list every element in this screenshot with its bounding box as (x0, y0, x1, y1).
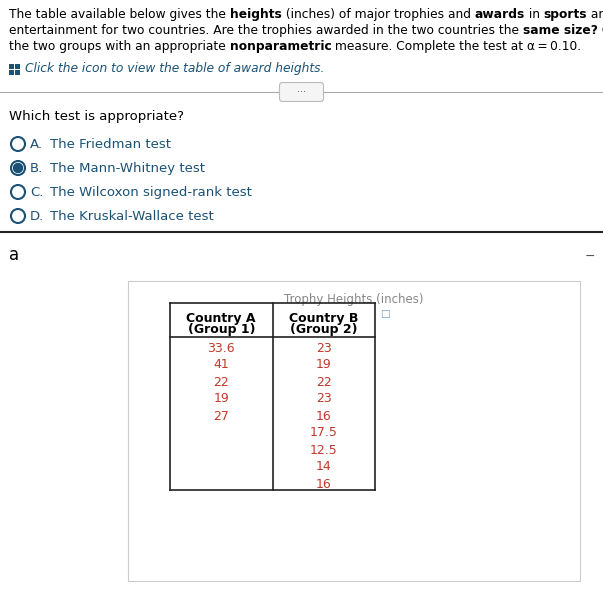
Text: 27: 27 (213, 409, 229, 422)
Text: nonparametric: nonparametric (230, 40, 332, 53)
Text: A.: A. (30, 138, 43, 151)
Text: 23: 23 (316, 342, 332, 355)
Text: The Kruskal-Wallace test: The Kruskal-Wallace test (50, 210, 213, 223)
Text: Country B: Country B (289, 312, 358, 325)
Text: The Friedman test: The Friedman test (50, 138, 171, 151)
Circle shape (11, 209, 25, 223)
Circle shape (11, 137, 25, 151)
Bar (9, 70, 13, 74)
Text: 22: 22 (316, 376, 332, 389)
Text: (Group 2): (Group 2) (290, 323, 358, 336)
Text: 16: 16 (316, 409, 332, 422)
FancyBboxPatch shape (280, 82, 323, 101)
Text: heights: heights (230, 8, 282, 21)
Circle shape (11, 185, 25, 199)
Text: −: − (584, 250, 595, 263)
Text: 17.5: 17.5 (310, 426, 338, 439)
Text: □: □ (380, 309, 390, 319)
Text: 16: 16 (316, 478, 332, 491)
Text: C.: C. (30, 186, 43, 199)
Text: awards: awards (475, 8, 525, 21)
Text: measure. Complete the test at α = 0.10.: measure. Complete the test at α = 0.10. (332, 40, 581, 53)
Text: ···: ··· (297, 87, 306, 97)
Text: The table available below gives the: The table available below gives the (9, 8, 230, 21)
Text: sports: sports (543, 8, 587, 21)
Text: The Wilcoxon signed-rank test: The Wilcoxon signed-rank test (50, 186, 252, 199)
Text: Trophy Heights (inches): Trophy Heights (inches) (284, 293, 424, 306)
Bar (15, 64, 19, 68)
Text: B.: B. (30, 162, 43, 175)
Text: 19: 19 (213, 392, 229, 405)
Text: The Mann-Whitney test: The Mann-Whitney test (50, 162, 205, 175)
Text: (inches) of major trophies and: (inches) of major trophies and (282, 8, 475, 21)
Text: Which test is appropriate?: Which test is appropriate? (9, 110, 184, 123)
Text: same size?: same size? (523, 24, 598, 37)
Text: a: a (9, 246, 19, 264)
Text: (Group 1): (Group 1) (188, 323, 255, 336)
Text: 33.6: 33.6 (207, 342, 235, 355)
Text: 23: 23 (316, 392, 332, 405)
Text: Country A: Country A (186, 312, 256, 325)
Bar (9, 64, 13, 68)
Text: 41: 41 (213, 359, 229, 372)
Text: the two groups with an appropriate: the two groups with an appropriate (9, 40, 230, 53)
Text: Click the icon to view the table of award heights.: Click the icon to view the table of awar… (25, 62, 324, 75)
Text: entertainment for two countries. Are the trophies awarded in the two countries t: entertainment for two countries. Are the… (9, 24, 523, 37)
Text: in: in (525, 8, 543, 21)
Text: D.: D. (30, 210, 44, 223)
Circle shape (13, 164, 22, 173)
Text: and: and (587, 8, 603, 21)
Circle shape (11, 161, 25, 175)
Text: 14: 14 (316, 461, 332, 474)
Text: Compare: Compare (598, 24, 603, 37)
Text: 22: 22 (213, 376, 229, 389)
Text: 12.5: 12.5 (310, 444, 338, 456)
Text: 19: 19 (316, 359, 332, 372)
Bar (128, 281, 580, 581)
Bar (15, 70, 19, 74)
